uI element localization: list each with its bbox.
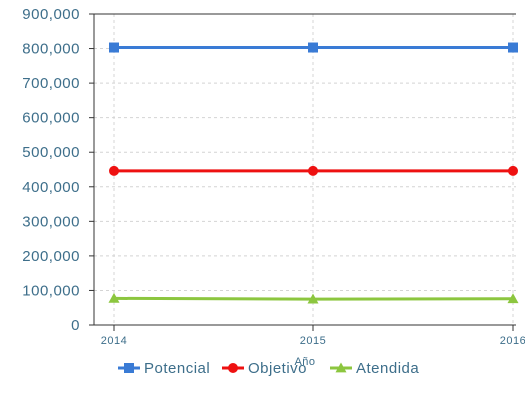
series-atendida <box>108 292 519 304</box>
y-tick-label: 300,000 <box>22 213 80 230</box>
legend-label: Atendida <box>356 360 419 377</box>
data-point <box>109 165 119 176</box>
x-tick-label: 2016 <box>500 335 525 347</box>
y-tick-label: 400,000 <box>22 179 80 196</box>
y-tick-label: 700,000 <box>22 75 80 92</box>
y-tick-label: 500,000 <box>22 144 80 161</box>
data-point <box>308 165 318 176</box>
data-point <box>228 363 238 373</box>
x-tick-label: 2014 <box>101 335 127 347</box>
y-tick-label: 0 <box>71 317 80 334</box>
legend-item-objetivo[interactable]: Objetivo <box>222 360 307 377</box>
series-layer <box>108 42 519 304</box>
x-axis-label: Año <box>294 356 315 368</box>
series-objetivo <box>109 165 518 176</box>
legend-label: Potencial <box>144 360 210 377</box>
y-tick-label: 900,000 <box>22 6 80 23</box>
y-tick-label: 600,000 <box>22 110 80 127</box>
legend-label: Objetivo <box>248 360 307 377</box>
data-point <box>109 42 119 53</box>
data-point <box>508 42 518 53</box>
data-point <box>108 292 120 303</box>
y-tick-label: 800,000 <box>22 41 80 58</box>
legend: Potencial Objetivo Atendida <box>118 360 419 377</box>
series-potencial <box>109 42 518 53</box>
y-tick-label: 100,000 <box>22 282 80 299</box>
y-axis: 0 100,000 200,000 300,000 400,000 500,000 600,… <box>22 6 95 334</box>
legend-item-atendida[interactable]: Atendida <box>330 360 419 377</box>
data-point <box>307 293 319 304</box>
data-point <box>308 42 318 53</box>
data-point <box>124 363 134 373</box>
x-axis: 2014 2015 2016 <box>94 13 525 347</box>
data-point <box>508 165 518 176</box>
data-point <box>335 362 347 373</box>
data-point <box>507 293 519 304</box>
legend-item-potencial[interactable]: Potencial <box>118 360 210 377</box>
x-tick-label: 2015 <box>300 335 326 347</box>
y-tick-label: 200,000 <box>22 248 80 265</box>
